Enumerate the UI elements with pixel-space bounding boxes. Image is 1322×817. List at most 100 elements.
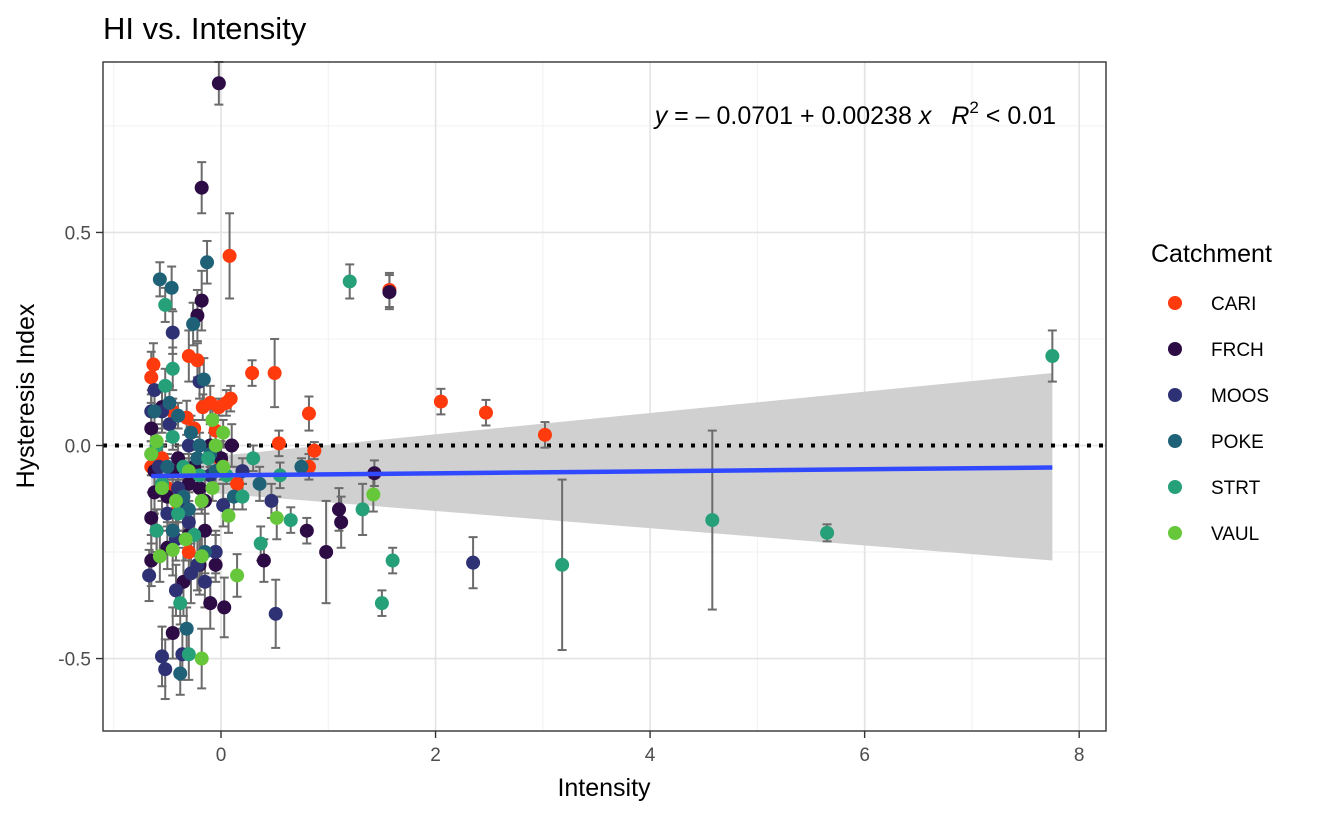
point-cari <box>181 545 196 560</box>
point-strt <box>235 489 250 504</box>
legend-swatch-moos <box>1168 388 1182 402</box>
point-moos <box>268 606 283 621</box>
point-moos <box>181 438 196 453</box>
regression-line <box>151 465 1053 479</box>
point-strt <box>165 429 180 444</box>
point-strt <box>201 451 216 466</box>
point-vaul <box>152 549 167 564</box>
legend: Catchment CARI FRCH MOOS POKE STRT VAUL <box>1151 240 1272 545</box>
point-poke <box>160 459 175 474</box>
x-tick-label: 8 <box>1074 745 1085 766</box>
point-vaul <box>149 434 164 449</box>
x-axis-title: Intensity <box>557 774 651 802</box>
point-vaul <box>208 438 223 453</box>
point-frch <box>197 523 212 538</box>
point-poke <box>196 372 211 387</box>
point-frch <box>256 553 271 568</box>
point-moos <box>216 498 231 513</box>
legend-label-strt: STRT <box>1211 478 1261 499</box>
chart-title: HI vs. Intensity <box>103 11 307 46</box>
point-frch <box>299 523 314 538</box>
point-strt <box>342 274 357 289</box>
legend-label-frch: FRCH <box>1211 340 1264 361</box>
point-poke <box>152 272 167 287</box>
point-poke <box>186 317 201 332</box>
point-frch <box>334 515 349 530</box>
point-poke <box>181 502 196 517</box>
point-moos <box>162 417 177 432</box>
x-tick-label: 6 <box>859 745 870 766</box>
point-vaul <box>205 412 220 427</box>
point-poke <box>192 438 207 453</box>
x-tick-label: 4 <box>645 745 656 766</box>
equation-r-superscript: 2 <box>969 98 978 117</box>
y-tick-label: 0.0 <box>65 437 91 458</box>
equation-body: = – 0.0701 + 0.00238 <box>667 102 919 130</box>
fit-line <box>151 465 1053 479</box>
point-strt <box>246 451 261 466</box>
point-frch <box>194 293 209 308</box>
point-poke <box>183 425 198 440</box>
legend-swatch-frch <box>1168 342 1182 356</box>
point-strt <box>355 502 370 517</box>
point-moos <box>197 574 212 589</box>
point-frch <box>208 557 223 572</box>
point-vaul <box>205 481 220 496</box>
point-strt <box>555 557 570 572</box>
legend-label-cari: CARI <box>1211 294 1256 315</box>
point-frch <box>319 545 334 560</box>
point-cari <box>307 443 322 458</box>
point-vaul <box>194 651 209 666</box>
y-axis-title: Hysteresis Index <box>12 303 40 488</box>
point-poke <box>252 476 267 491</box>
point-frch <box>211 76 226 91</box>
legend-label-poke: POKE <box>1211 432 1264 453</box>
point-cari <box>223 391 238 406</box>
point-frch <box>165 625 180 640</box>
legend-swatch-cari <box>1168 296 1182 310</box>
equation-x: x <box>918 102 933 130</box>
point-frch <box>144 421 159 436</box>
point-cari <box>211 400 226 415</box>
y-tick-label: 0.5 <box>65 223 91 244</box>
point-frch <box>217 600 232 615</box>
grid-minor <box>103 62 1106 731</box>
panel-border <box>102 61 1107 732</box>
point-poke <box>173 666 188 681</box>
point-strt <box>705 513 720 528</box>
point-poke <box>200 255 215 270</box>
legend-item-strt: STRT <box>1168 478 1261 499</box>
point-frch <box>382 285 397 300</box>
point-vaul <box>194 549 209 564</box>
point-moos <box>264 493 279 508</box>
legend-label-vaul: VAUL <box>1211 524 1259 545</box>
point-moos <box>142 568 157 583</box>
point-vaul <box>216 425 231 440</box>
point-poke <box>294 459 309 474</box>
x-axis: 0 2 4 6 8 <box>216 731 1085 766</box>
point-cari <box>190 353 205 368</box>
equation-r-value: < 0.01 <box>979 102 1056 130</box>
point-strt <box>1045 349 1060 364</box>
confidence-ribbon <box>151 373 1053 561</box>
legend-item-moos: MOOS <box>1168 386 1269 407</box>
confidence-band <box>151 373 1053 561</box>
point-moos <box>181 515 196 530</box>
point-cari <box>267 366 282 381</box>
legend-swatch-vaul <box>1168 526 1182 540</box>
point-vaul <box>221 508 236 523</box>
point-vaul <box>165 542 180 557</box>
point-vaul <box>366 487 381 502</box>
point-frch <box>332 502 346 517</box>
point-cari <box>433 394 448 409</box>
legend-items: CARI FRCH MOOS POKE STRT VAUL <box>1168 294 1269 545</box>
point-cari <box>222 248 237 263</box>
x-tick-label: 0 <box>216 745 227 766</box>
legend-item-vaul: VAUL <box>1168 524 1259 545</box>
point-poke <box>165 523 180 538</box>
point-moos <box>466 555 481 570</box>
point-vaul <box>216 459 231 474</box>
point-moos <box>183 566 198 581</box>
equation-r: R <box>951 102 969 130</box>
